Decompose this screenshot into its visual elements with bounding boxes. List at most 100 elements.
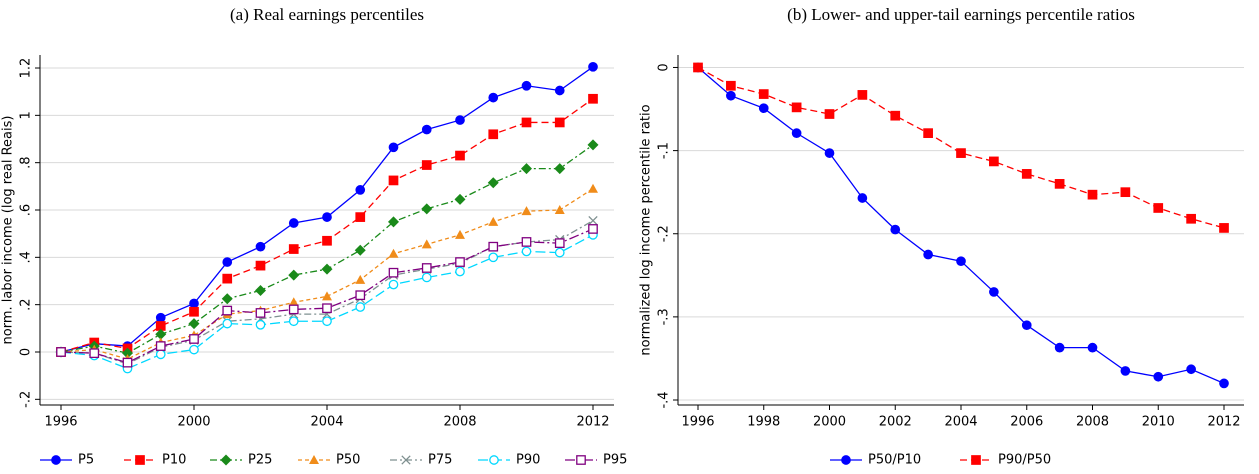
marker bbox=[288, 316, 299, 327]
legend-label: P50 bbox=[336, 453, 360, 468]
marker bbox=[588, 215, 598, 226]
x-tick-label: 2004 bbox=[310, 415, 343, 430]
marker bbox=[155, 328, 167, 340]
y-tick-label: 0 bbox=[657, 63, 672, 71]
marker bbox=[222, 257, 233, 267]
marker bbox=[421, 203, 433, 215]
marker bbox=[255, 319, 266, 330]
marker bbox=[554, 247, 565, 258]
marker bbox=[956, 148, 966, 158]
marker bbox=[487, 177, 499, 189]
marker bbox=[758, 89, 769, 99]
marker bbox=[956, 256, 966, 267]
marker bbox=[122, 357, 133, 368]
marker bbox=[1186, 364, 1196, 375]
marker bbox=[355, 290, 366, 301]
marker bbox=[255, 308, 266, 318]
marker bbox=[857, 193, 868, 203]
y-tick-label: -.4 bbox=[657, 391, 672, 408]
marker bbox=[155, 341, 166, 351]
legend-label: P25 bbox=[248, 453, 272, 468]
marker bbox=[288, 218, 299, 228]
marker bbox=[1021, 169, 1032, 179]
legend-marker bbox=[309, 455, 319, 464]
marker bbox=[455, 150, 465, 161]
marker bbox=[455, 257, 465, 267]
legend-label: P5 bbox=[78, 453, 94, 468]
marker bbox=[322, 291, 332, 301]
marker bbox=[554, 238, 565, 248]
marker bbox=[255, 241, 266, 252]
marker bbox=[189, 298, 199, 309]
marker bbox=[758, 103, 769, 114]
marker bbox=[488, 92, 499, 103]
marker bbox=[588, 93, 598, 104]
x-tick-label: 2004 bbox=[944, 415, 977, 430]
marker bbox=[322, 235, 332, 246]
marker bbox=[1054, 179, 1065, 189]
x-tick-label: 2002 bbox=[879, 415, 912, 430]
x-tick-label: 2008 bbox=[443, 415, 476, 430]
y-tick-label: -.1 bbox=[657, 142, 672, 159]
marker bbox=[322, 212, 332, 222]
marker bbox=[726, 90, 736, 101]
marker bbox=[355, 302, 366, 312]
y-tick-label: -.2 bbox=[657, 225, 672, 242]
marker bbox=[322, 303, 332, 314]
x-tick-label: 2012 bbox=[1207, 415, 1240, 430]
marker bbox=[355, 212, 366, 222]
marker bbox=[588, 61, 598, 72]
marker bbox=[521, 237, 532, 247]
marker bbox=[188, 318, 200, 330]
marker bbox=[355, 185, 366, 195]
x-tick-label: 1998 bbox=[747, 415, 780, 430]
legend-label: P50/P10 bbox=[868, 453, 921, 468]
marker bbox=[824, 109, 835, 119]
y-tick-label: .8 bbox=[19, 156, 34, 168]
marker bbox=[122, 347, 133, 359]
marker bbox=[488, 241, 499, 252]
legend-label: P75 bbox=[428, 453, 452, 468]
series-line bbox=[697, 66, 1225, 384]
legend-label: P95 bbox=[603, 453, 627, 468]
marker bbox=[388, 175, 399, 186]
marker bbox=[726, 80, 736, 91]
legend-marker bbox=[51, 455, 61, 465]
marker bbox=[288, 304, 299, 315]
legend-marker bbox=[576, 455, 586, 465]
marker bbox=[791, 102, 802, 113]
marker bbox=[189, 306, 199, 317]
x-tick-label: 2006 bbox=[1010, 415, 1043, 430]
marker bbox=[288, 244, 299, 254]
marker bbox=[588, 224, 598, 234]
series-line bbox=[60, 228, 594, 364]
legend-marker bbox=[135, 455, 145, 465]
x-tick-label: 2012 bbox=[576, 415, 609, 430]
marker bbox=[857, 90, 868, 100]
marker bbox=[1219, 223, 1229, 233]
legend-label: P90 bbox=[516, 453, 540, 468]
marker bbox=[587, 139, 599, 151]
legend-label: P90/P50 bbox=[998, 453, 1051, 468]
marker bbox=[421, 124, 432, 135]
marker bbox=[521, 80, 532, 91]
marker bbox=[288, 269, 300, 281]
marker bbox=[521, 246, 532, 257]
marker bbox=[388, 216, 399, 228]
marker bbox=[355, 274, 366, 284]
marker bbox=[388, 267, 399, 278]
marker bbox=[554, 85, 565, 96]
marker bbox=[455, 115, 465, 125]
legend-marker bbox=[489, 455, 499, 465]
y-tick-label: -.2 bbox=[19, 391, 34, 408]
series-line bbox=[60, 234, 594, 370]
y-tick-label: -.3 bbox=[657, 308, 672, 325]
marker bbox=[1087, 342, 1098, 353]
chart-title: (a) Real earnings percentiles bbox=[230, 5, 424, 24]
marker bbox=[455, 266, 465, 277]
marker bbox=[322, 316, 332, 327]
marker bbox=[824, 148, 835, 158]
marker bbox=[421, 272, 432, 283]
